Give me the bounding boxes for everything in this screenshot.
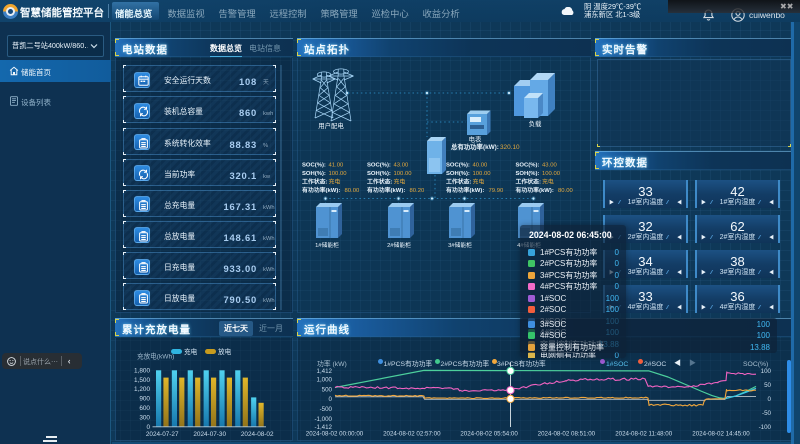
svg-text:工作状态:: 工作状态: [302,177,328,186]
svg-text:50: 50 [764,382,771,389]
svg-text:有功功率(kW):: 有功功率(kW): [446,185,484,194]
svg-text:600: 600 [139,405,150,412]
svg-text:1,800: 1,800 [134,367,150,374]
svg-text:-100: -100 [759,424,772,431]
svg-text:工作状态:: 工作状态: [367,177,393,186]
svg-text:充电: 充电 [394,177,406,186]
svg-text:43.00: 43.00 [394,160,409,169]
svg-text:900: 900 [139,396,150,403]
svg-text:2024-07-30: 2024-07-30 [193,431,226,438]
svg-text:1,000: 1,000 [317,376,333,383]
svg-text:2#储能柜: 2#储能柜 [387,240,411,249]
svg-text:-1,000: -1,000 [314,416,332,423]
svg-text:-1,412: -1,412 [314,424,332,431]
svg-text:2024-08-02 08:51:00: 2024-08-02 08:51:00 [538,431,596,438]
svg-text:1,500: 1,500 [134,377,150,384]
svg-text:100.00: 100.00 [329,168,348,177]
svg-text:充电: 充电 [473,177,485,186]
svg-text:SOC(%):: SOC(%): [516,160,540,169]
svg-text:43.00: 43.00 [542,160,557,169]
svg-text:80.00: 80.00 [558,185,573,194]
svg-text:SOH(%):: SOH(%): [446,168,470,177]
svg-text:2024-07-27: 2024-07-27 [146,431,179,438]
svg-text:2024-08-02: 2024-08-02 [241,431,274,438]
svg-text:有功功率(kW):: 有功功率(kW): [367,185,405,194]
svg-text:SOH(%):: SOH(%): [302,168,326,177]
svg-text:80.00: 80.00 [345,185,360,194]
svg-text:负载: 负载 [529,119,542,128]
svg-text:2024-08-02 00:00:00: 2024-08-02 00:00:00 [306,431,364,438]
svg-text:1,200: 1,200 [134,386,150,393]
svg-text:320.10: 320.10 [500,142,520,151]
svg-text:0: 0 [329,396,333,403]
svg-text:用户配电: 用户配电 [318,121,344,130]
svg-text:300: 300 [139,414,150,421]
svg-text:充电: 充电 [329,177,341,186]
svg-text:SOH(%):: SOH(%): [516,168,540,177]
svg-text:-50: -50 [762,410,772,417]
svg-text:3#储能柜: 3#储能柜 [448,240,472,249]
svg-text:100.00: 100.00 [394,168,413,177]
svg-text:有功功率(kW):: 有功功率(kW): [302,185,340,194]
svg-text:1,412: 1,412 [317,368,333,375]
svg-text:2024-08-02 11:48:00: 2024-08-02 11:48:00 [615,431,673,438]
svg-text:SOC(%):: SOC(%): [302,160,326,169]
svg-text:1#储能柜: 1#储能柜 [315,240,339,249]
svg-text:0: 0 [768,396,772,403]
svg-text:工作状态:: 工作状态: [516,177,542,186]
svg-text:SOC(%):: SOC(%): [367,160,391,169]
svg-text:SOH(%):: SOH(%): [367,168,391,177]
svg-text:80.20: 80.20 [410,185,425,194]
svg-text:SOC(%):: SOC(%): [446,160,470,169]
svg-text:79.90: 79.90 [489,185,504,194]
svg-text:100.00: 100.00 [542,168,561,177]
svg-text:100.00: 100.00 [473,168,492,177]
svg-text:有功功率(kW):: 有功功率(kW): [516,185,554,194]
svg-text:充电: 充电 [184,346,198,356]
svg-text:放电: 放电 [218,346,232,356]
svg-text:充电: 充电 [542,177,554,186]
svg-text:2024-08-02 02:57:00: 2024-08-02 02:57:00 [383,431,441,438]
svg-text:充放电(kWh): 充放电(kWh) [137,351,174,361]
svg-text:0: 0 [146,424,150,431]
svg-text:-500: -500 [320,406,333,413]
svg-text:500: 500 [322,386,333,393]
svg-text:100: 100 [761,368,772,375]
svg-text:电表: 电表 [469,135,482,144]
svg-text:工作状态:: 工作状态: [446,177,472,186]
svg-text:2024-08-02 05:54:00: 2024-08-02 05:54:00 [460,431,518,438]
svg-text:41.00: 41.00 [329,160,344,169]
svg-text:总有功功率(kW):: 总有功功率(kW): [451,142,499,151]
svg-text:2024-08-02 14:45:00: 2024-08-02 14:45:00 [692,431,750,438]
svg-text:40.00: 40.00 [473,160,488,169]
